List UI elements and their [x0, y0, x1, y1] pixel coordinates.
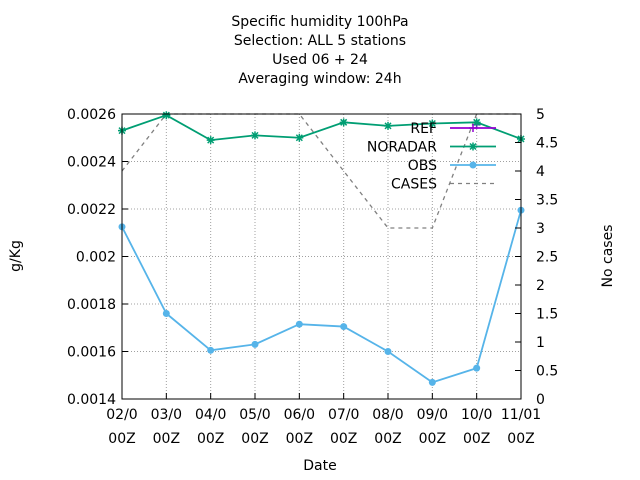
- data-point-noradar: [206, 136, 215, 145]
- y2-tick-label: 3: [536, 221, 545, 237]
- x-tick-label: 02/0: [106, 407, 137, 423]
- x-tick-label: 11/01: [501, 407, 541, 423]
- series-line-cases: [121, 113, 521, 229]
- y2-tick-label: 2.5: [536, 250, 558, 266]
- marker-dot: [428, 378, 436, 386]
- y-tick-label: 0.0024: [67, 155, 116, 171]
- x-tick-label: 05/0: [239, 407, 270, 423]
- marker-dot: [251, 340, 259, 348]
- title-line: Averaging window: 24h: [238, 71, 401, 87]
- x-tick-label: 00Z: [153, 431, 180, 447]
- marker-dot: [207, 346, 215, 354]
- y2-tick-label: 2: [536, 278, 545, 294]
- data-point-obs: [251, 340, 259, 348]
- marker-dot: [469, 161, 477, 169]
- legend-marker: [469, 124, 477, 132]
- marker-plus: [469, 124, 477, 132]
- y2-tick-label: 0.5: [536, 364, 558, 380]
- data-point-obs: [473, 364, 481, 372]
- y2-tick-label: 5: [536, 107, 545, 123]
- x-tick-label: 00Z: [330, 431, 357, 447]
- marker-star: [384, 121, 392, 130]
- series-layer: [118, 111, 525, 386]
- x-tick-label: 10/0: [461, 407, 492, 423]
- marker-star: [428, 119, 437, 128]
- x-tick-label: 00Z: [507, 431, 534, 447]
- legend-label: REF: [410, 121, 437, 137]
- y-axis-label: g/Kg: [8, 240, 24, 272]
- x-tick-label: 07/0: [328, 407, 359, 423]
- y-tick-label: 0.002: [76, 250, 116, 266]
- series-line-obs: [121, 209, 522, 384]
- x-tick-label: 03/0: [151, 407, 182, 423]
- y2-tick-label: 3.5: [536, 193, 558, 209]
- marker-star: [206, 136, 215, 145]
- y2-tick-label: 1.5: [536, 307, 558, 323]
- y2-tick-label: 1: [536, 335, 545, 351]
- x-tick-label: 00Z: [419, 431, 446, 447]
- legend-marker: [469, 161, 477, 169]
- grid-lines: [122, 114, 521, 399]
- marker-dot: [473, 364, 481, 372]
- marker-star: [339, 118, 348, 127]
- marker-dot: [162, 310, 170, 317]
- y-tick-label: 0.0022: [67, 202, 116, 218]
- y-tick-label: 0.0016: [67, 345, 116, 361]
- marker-star: [251, 131, 259, 140]
- series-line-noradar: [121, 114, 522, 142]
- data-point-noradar: [384, 121, 392, 130]
- data-point-noradar: [295, 133, 304, 142]
- data-point-noradar: [339, 118, 348, 127]
- data-point-noradar: [251, 131, 259, 140]
- y2-tick-label: 4: [536, 164, 545, 180]
- x-tick-label: 04/0: [195, 407, 226, 423]
- y-tick-label: 0.0014: [67, 392, 116, 408]
- data-point-noradar: [162, 111, 171, 120]
- x-tick-label: 09/0: [417, 407, 448, 423]
- legend-label: OBS: [408, 158, 437, 174]
- data-point-noradar: [428, 119, 437, 128]
- x-tick-label: 00Z: [286, 431, 313, 447]
- title-line: Specific humidity 100hPa: [231, 14, 408, 30]
- x-tick-label: 00Z: [241, 431, 268, 447]
- legend: REF NORADAR OBS CASES: [367, 121, 496, 193]
- marker-star: [469, 142, 477, 151]
- y2-axis-label: No cases: [600, 225, 616, 288]
- marker-dot: [295, 320, 303, 328]
- chart-title: Specific humidity 100hPa Selection: ALL 5…: [231, 14, 408, 87]
- data-point-obs: [295, 320, 303, 328]
- legend-label: NORADAR: [367, 140, 437, 156]
- y-tick-label: 0.0018: [67, 297, 116, 313]
- y-tick-label: 0.0026: [67, 107, 116, 123]
- title-line: Selection: ALL 5 stations: [234, 33, 406, 49]
- marker-star: [162, 111, 171, 120]
- x-tick-label: 00Z: [374, 431, 401, 447]
- x-tick-label: 06/0: [284, 407, 315, 423]
- data-point-obs: [428, 378, 436, 386]
- axis-ticks: 0.0014 0.0016 0.0018 0.002 0.0022 0.0024 0.002…: [67, 107, 558, 447]
- marker-dot: [384, 348, 392, 355]
- y2-tick-label: 4.5: [536, 136, 558, 152]
- data-point-obs: [384, 348, 392, 355]
- data-point-obs: [162, 310, 170, 317]
- marker-dot: [340, 323, 348, 331]
- data-point-obs: [340, 323, 348, 331]
- legend-label: CASES: [391, 177, 437, 193]
- data-point-obs: [207, 346, 215, 354]
- x-tick-label: 00Z: [463, 431, 490, 447]
- x-tick-label: 08/0: [372, 407, 403, 423]
- x-tick-label: 00Z: [197, 431, 224, 447]
- y2-tick-label: 0: [536, 392, 545, 408]
- marker-star: [295, 133, 304, 142]
- legend-marker: [469, 142, 477, 151]
- marker-star: [472, 118, 481, 127]
- title-line: Used 06 + 24: [272, 52, 368, 68]
- x-tick-label: 00Z: [108, 431, 135, 447]
- x-axis-label: Date: [303, 458, 336, 474]
- data-point-noradar: [472, 118, 481, 127]
